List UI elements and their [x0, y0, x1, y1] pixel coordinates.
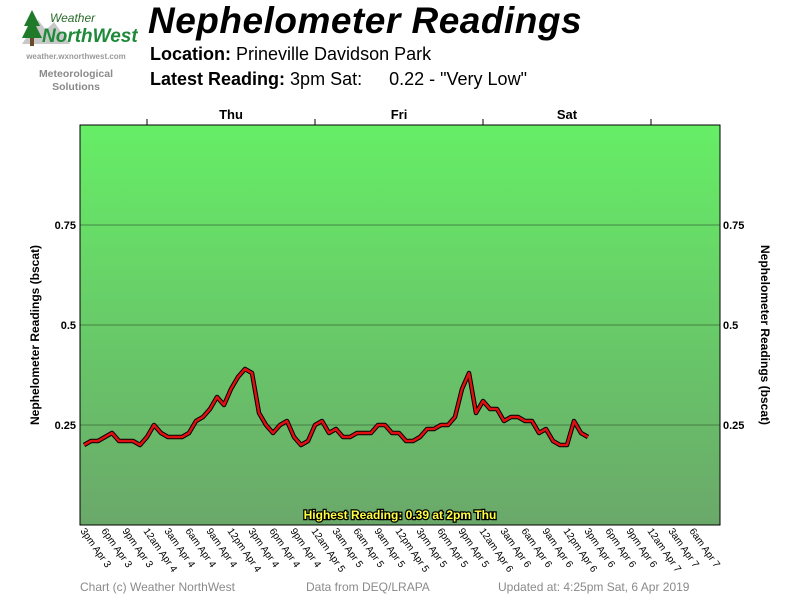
logo-subtitle: Meteorological Solutions: [14, 68, 138, 94]
day-label: Sat: [557, 107, 578, 122]
day-label: Fri: [391, 107, 408, 122]
footer-updated: Updated at: 4:25pm Sat, 6 Apr 2019: [498, 580, 690, 594]
series-nephelometer: [82, 366, 590, 448]
day-label: Thu: [219, 107, 243, 122]
y-axis-title-left: Nephelometer Readings (bscat): [28, 245, 42, 425]
latest-reading-time: 3pm Sat:: [290, 69, 363, 89]
footer-source: Data from DEQ/LRAPA: [306, 580, 430, 594]
latest-reading-line: Latest Reading: 3pm Sat: 0.22 - "Very Lo…: [150, 69, 527, 90]
gridlines: [80, 224, 720, 426]
location-label: Location:: [150, 44, 231, 64]
day-labels: Thu Fri Sat: [219, 107, 578, 122]
y-axis-title-right: Nephelometer Readings (bscat): [758, 245, 772, 425]
latest-reading-value: 0.22 - "Very Low": [389, 69, 527, 89]
y-tick-label-left: 0.75: [55, 220, 76, 232]
series-line: [83, 367, 589, 447]
y-axis-right-labels: 0.25 0.5 0.75: [723, 220, 744, 432]
logo-word-main: NorthWest: [42, 26, 138, 47]
day-ticks: [146, 119, 652, 125]
y-tick-label-right: 0.5: [723, 320, 738, 332]
y-axis-left-labels: 0.25 0.5 0.75: [55, 220, 76, 432]
y-tick-label-left: 0.5: [61, 320, 76, 332]
y-tick-label-left: 0.25: [55, 420, 76, 432]
page-title: Nephelometer Readings: [148, 0, 583, 41]
location-line: Location: Prineville Davidson Park: [150, 44, 431, 65]
logo-subtitle-line-1: Meteorological: [38, 68, 114, 80]
logo-url: weather.wxnorthwest.com: [26, 52, 126, 61]
y-tick-label-right: 0.25: [723, 420, 744, 432]
location-value: Prineville Davidson Park: [236, 44, 432, 64]
logo-word-top: Weather: [50, 11, 96, 25]
latest-reading-label: Latest Reading:: [150, 69, 286, 89]
logo-subtitle-line-2: Solutions: [52, 81, 100, 93]
footer-copyright: Chart (c) Weather NorthWest: [80, 580, 235, 594]
y-tick-label-right: 0.75: [723, 220, 744, 232]
highest-reading-annotation: Highest Reading: 0.39 at 2pm Thu: [304, 508, 497, 522]
tree-logo-icon: Weather NorthWest: [22, 10, 138, 47]
plot-border: [79, 124, 721, 526]
weather-northwest-logo: Weather NorthWest weather.wxnorthwest.co…: [14, 6, 138, 96]
